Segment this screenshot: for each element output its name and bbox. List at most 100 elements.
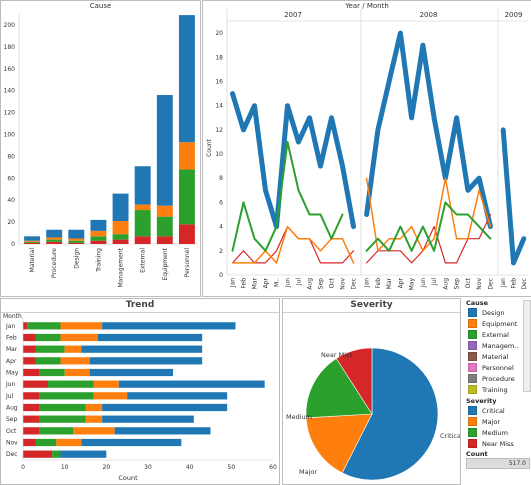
legend-item-cause[interactable]: Personnel <box>466 362 530 373</box>
trend-bar-panel: Trend Month Jan Feb Mar Apr May Jun Jul Aug Sep Oc… <box>0 298 280 485</box>
cause-bar-segment <box>46 239 63 242</box>
line-series-critical <box>230 91 356 230</box>
trend-bar-segment <box>23 438 36 447</box>
legend-item-cause[interactable]: Equipment <box>466 318 530 329</box>
legend-label: Material <box>482 352 509 361</box>
trend-bar-segment <box>98 333 203 342</box>
trend-bar-segment <box>23 403 40 412</box>
cause-bar-segment <box>68 238 85 241</box>
cause-bar-segment <box>24 240 41 242</box>
line-y-tick: 10 <box>215 151 223 158</box>
legend-label: Training <box>482 385 508 394</box>
line-series-critical <box>364 30 493 230</box>
trend-x-tick: 0 <box>21 464 25 471</box>
legend-swatch <box>468 406 477 415</box>
cause-bar-segment <box>112 193 129 221</box>
severity-panel: Severity Critical Major Medium Near Miss <box>282 298 461 485</box>
legend-swatch <box>468 308 477 317</box>
legend-item-cause[interactable]: External <box>466 329 530 340</box>
cause-bar-segment <box>156 236 173 244</box>
trend-bar-segment <box>102 403 228 412</box>
trend-bar-segment <box>23 380 48 388</box>
line-y-tick: 8 <box>219 175 223 182</box>
trend-bar-segment <box>81 438 182 447</box>
cause-bar-segment <box>178 15 195 143</box>
trend-bar-segment <box>23 322 28 330</box>
legend-label: Managem.. <box>482 341 519 350</box>
trend-bar-segment <box>23 392 40 400</box>
trend-row-label: Jan <box>5 323 15 330</box>
cause-bar-segment <box>134 166 151 205</box>
trend-bar-segment <box>23 357 36 365</box>
count-value-box: 517.0 <box>466 458 530 469</box>
line-x-tick: Dec <box>351 278 358 290</box>
line-y-tick: 18 <box>215 54 223 61</box>
line-x-tick: Oct <box>465 277 472 288</box>
line-series-critical <box>500 127 527 266</box>
trend-bar-segment <box>73 427 115 435</box>
trend-bar-segment <box>48 380 94 388</box>
cause-y-tick: 140 <box>4 88 16 95</box>
cause-bar-segment <box>178 169 195 225</box>
pie-label-critical: Critical <box>440 432 460 440</box>
trend-bar-segment <box>23 415 40 423</box>
trend-bar-segment <box>27 322 61 330</box>
legend-label: Personnel <box>482 363 514 372</box>
trend-bar-segment <box>60 333 98 342</box>
line-x-tick: Oct <box>329 277 336 288</box>
trend-bar-segment <box>60 357 90 365</box>
cause-bar-segment <box>134 210 151 237</box>
trend-bar-segment <box>35 438 57 447</box>
cause-bar-segment <box>90 236 107 241</box>
cause-bar-segment <box>156 205 173 217</box>
line-y-tick: 12 <box>215 127 223 134</box>
pie-slice-medium <box>305 358 373 419</box>
legend-label: Near Miss <box>482 439 514 448</box>
legend-item-cause[interactable]: Design <box>466 307 530 318</box>
legend-item-cause[interactable]: Managem.. <box>466 340 530 351</box>
legend-swatch <box>468 428 477 437</box>
year-header: 2008 <box>420 11 438 19</box>
line-x-tick: Feb <box>511 278 518 289</box>
trend-bar-segment <box>23 345 36 353</box>
cause-y-tick: 60 <box>7 175 15 182</box>
cause-bar-segment <box>24 241 41 243</box>
trend-bar-segment <box>64 368 90 377</box>
trend-row-label: Oct <box>6 428 17 435</box>
year-header: 2009 <box>505 11 523 19</box>
line-y-tick: 4 <box>219 224 223 231</box>
legend-item-cause[interactable]: Training <box>466 384 530 395</box>
line-x-tick: Jun <box>285 278 292 289</box>
cause-y-tick: 100 <box>4 131 16 138</box>
cause-bar-segment <box>156 95 173 206</box>
trend-x-tick: 50 <box>228 464 236 471</box>
legend-scrollbar[interactable] <box>523 300 531 392</box>
legend-item-cause[interactable]: Procedure <box>466 373 530 384</box>
line-y-tick: 14 <box>215 103 223 110</box>
line-y-tick: 6 <box>219 199 223 206</box>
legend-item-severity[interactable]: Near Miss <box>466 438 530 449</box>
line-x-tick: Apr <box>397 277 404 288</box>
legend-item-severity[interactable]: Major <box>466 416 530 427</box>
legend-item-severity[interactable]: Medium <box>466 427 530 438</box>
legend-count-title: Count <box>466 450 488 458</box>
cause-y-tick: 0 <box>11 241 15 248</box>
severity-title: Severity <box>283 299 460 313</box>
line-y-tick: 2 <box>219 248 223 255</box>
trend-bar-segment <box>23 368 40 377</box>
trend-row-label: Mar <box>6 346 18 353</box>
cause-x-tick: Equipment <box>162 247 169 280</box>
line-series-major <box>365 177 492 252</box>
legend-swatch <box>468 363 477 372</box>
legend-item-cause[interactable]: Material <box>466 351 530 362</box>
legend-label: Procedure <box>482 374 515 383</box>
cause-y-tick: 40 <box>7 197 15 204</box>
trend-bar-segment <box>102 322 236 330</box>
line-x-tick: Aug <box>307 278 314 290</box>
line-series-major <box>231 225 355 264</box>
legend-item-severity[interactable]: Critical <box>466 405 530 416</box>
cause-y-tick: 160 <box>4 66 16 73</box>
trend-row-header: Month <box>3 313 22 320</box>
cause-x-tick: Procedure <box>51 248 58 278</box>
